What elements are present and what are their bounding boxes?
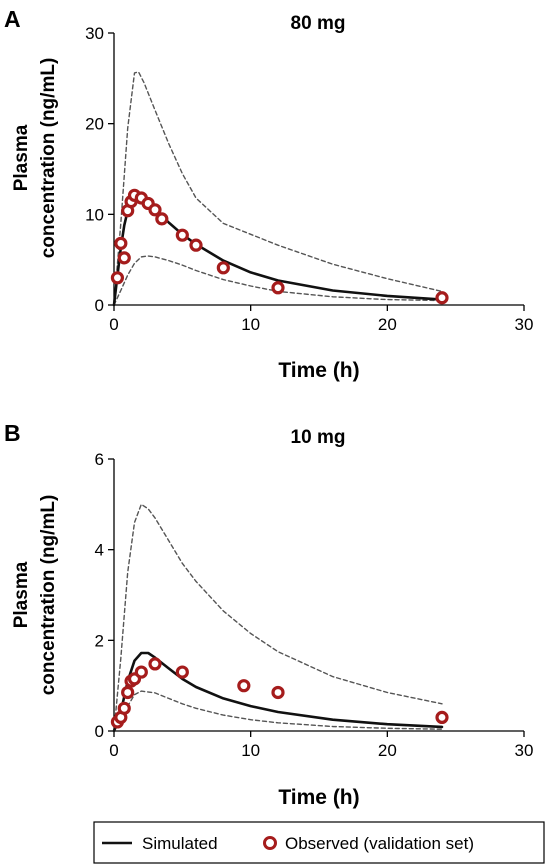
panel-b-plot: 0 10 20 30 0 2 4 6 <box>95 450 534 760</box>
panel-b-label: B <box>4 420 21 446</box>
panel-a-observed-point <box>216 261 230 275</box>
panel-b-y-tick-label: 6 <box>95 450 104 469</box>
panel-a-interval-dashed-line <box>113 71 443 306</box>
panel-a-ylabel-line1: Plasma <box>11 124 32 191</box>
panel-b-observed-point <box>121 685 135 700</box>
legend-item-simulated: Simulated <box>142 834 218 853</box>
panel-a-observed-point <box>175 228 189 242</box>
legend-item-observed: Observed (validation set) <box>285 834 474 853</box>
panel-a-xlabel: Time (h) <box>278 359 359 382</box>
legend-circle-symbol <box>263 836 277 850</box>
panel-b-observed-point <box>175 665 189 679</box>
panel-a-x-tick-label: 20 <box>378 315 397 334</box>
panel-a-ylabel-line2: concentration (ng/mL) <box>38 58 59 259</box>
panel-b-ylabel-line1: Plasma <box>11 561 32 628</box>
panel-b-observed-point <box>134 665 148 679</box>
panel-a-x-tick-label: 10 <box>241 315 260 334</box>
panel-a-observed-point <box>155 212 169 226</box>
panel-b-y-tick-label: 2 <box>95 631 104 650</box>
panel-a-title: 80 mg <box>291 13 346 34</box>
panel-a-observed-point <box>114 236 128 250</box>
panel-a-observed-point <box>110 271 125 285</box>
panel-b-title: 10 mg <box>291 427 346 448</box>
panel-b-x-tick-label: 20 <box>378 741 397 760</box>
panel-a-y-tick-label: 10 <box>85 205 104 224</box>
panel-a-interval-dashed-line <box>113 255 443 306</box>
panel-b: B 10 mg Plasma concentration (ng/mL) 0 10… <box>4 420 533 809</box>
panel-a-x-tick-label: 30 <box>515 315 534 334</box>
panel-b-simulated-line <box>112 651 444 733</box>
panel-b-x-tick-label: 10 <box>241 741 260 760</box>
panel-a-label: A <box>4 6 21 32</box>
legend-box <box>93 821 545 864</box>
panel-b-interval-dashed-line <box>113 503 443 732</box>
panel-b-y-tick-label: 0 <box>95 722 104 741</box>
panel-b-x-tick-label: 0 <box>109 741 118 760</box>
panel-a-y-tick-label: 20 <box>85 115 104 134</box>
panel-a-observed-point <box>148 203 162 217</box>
panel-b-observed-point <box>148 657 162 671</box>
panel-a-observed-point <box>189 238 203 252</box>
panel-b-x-tick-label: 30 <box>515 741 534 760</box>
panel-b-observed-point <box>117 701 131 715</box>
panel-b-observed-point <box>435 710 449 725</box>
panel-a-y-tick-label: 0 <box>95 296 104 315</box>
panel-b-interval-dashed-line <box>113 690 443 732</box>
panel-b-ylabel: Plasma concentration (ng/mL) <box>11 495 59 696</box>
panel-a-plot: 0 10 20 30 0 10 20 30 <box>85 24 533 334</box>
panel-b-observed-point <box>271 685 285 700</box>
panel-b-ylabel-line2: concentration (ng/mL) <box>38 495 59 696</box>
panel-b-xlabel: Time (h) <box>278 786 359 809</box>
panel-a-x-tick-label: 0 <box>109 315 118 334</box>
panel-a-observed-point <box>271 281 285 295</box>
legend: Simulated Observed (validation set) <box>93 821 545 864</box>
panel-a-ylabel: Plasma concentration (ng/mL) <box>11 58 59 259</box>
panel-a-y-tick-label: 30 <box>85 24 104 43</box>
panel-a-observed-point <box>117 251 131 265</box>
panel-b-observed-point <box>237 679 251 693</box>
panel-b-y-tick-label: 4 <box>95 541 104 560</box>
panel-a-observed-point <box>435 291 449 305</box>
panel-a: A 80 mg Plasma concentration (ng/mL) 0 10… <box>4 6 533 382</box>
